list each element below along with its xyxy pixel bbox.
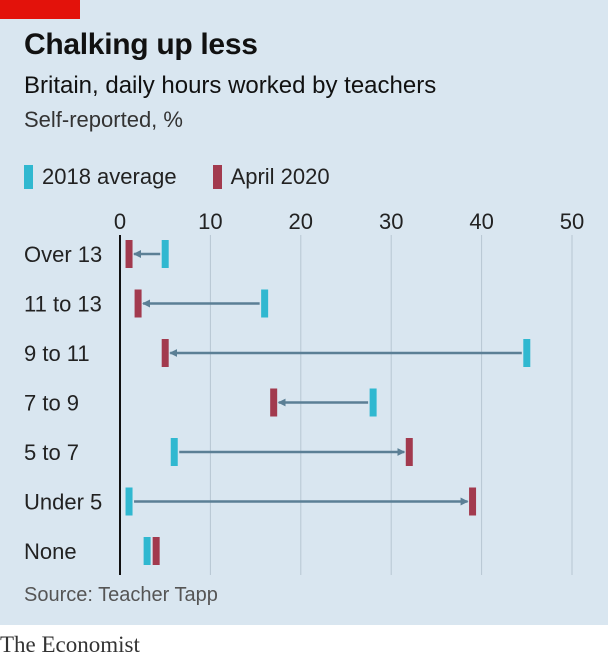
source-note: Source: Teacher Tapp bbox=[24, 584, 218, 606]
category-label-under-5: Under 5 bbox=[24, 490, 102, 515]
legend-item-2020: April 2020 bbox=[212, 164, 330, 190]
marker-2020-over-13 bbox=[125, 240, 133, 268]
legend-swatch-2018 bbox=[24, 165, 33, 189]
marker-2020-5-to-7 bbox=[405, 438, 413, 466]
marker-2020-none bbox=[152, 537, 160, 565]
x-tick-label-30: 30 bbox=[379, 209, 403, 234]
x-tick-label-50: 50 bbox=[560, 209, 584, 234]
legend-label-2018: 2018 average bbox=[42, 164, 177, 189]
chart-title: Chalking up less bbox=[24, 28, 258, 61]
category-label-over-13: Over 13 bbox=[24, 242, 102, 267]
unit-note: Self-reported, % bbox=[24, 107, 183, 132]
marker-2018-11-to-13 bbox=[261, 289, 269, 318]
x-tick-label-40: 40 bbox=[469, 209, 493, 234]
dumbbell-chart: 0 10 20 30 40 50 Over 13 11 to 13 9 to 11 7 to 9 5… bbox=[24, 209, 584, 575]
brand-logo: The Economist bbox=[0, 632, 140, 657]
marker-2020-7-to-9 bbox=[270, 388, 278, 417]
category-label-7-to-9: 7 to 9 bbox=[24, 391, 79, 416]
marker-2018-over-13 bbox=[161, 240, 169, 268]
legend-label-2020: April 2020 bbox=[230, 164, 330, 189]
chart-panel: Chalking up less Britain, daily hours wo… bbox=[0, 0, 608, 625]
marker-2020-11-to-13 bbox=[134, 289, 142, 318]
x-tick-label-20: 20 bbox=[289, 209, 313, 234]
legend-swatch-2020 bbox=[212, 165, 222, 189]
legend-item-2018: 2018 average bbox=[24, 164, 177, 190]
marker-2018-5-to-7 bbox=[170, 438, 178, 466]
marker-2020-under-5 bbox=[469, 487, 477, 516]
category-label-5-to-7: 5 to 7 bbox=[24, 440, 79, 465]
x-tick-label-0: 0 bbox=[114, 209, 126, 234]
x-tick-label-10: 10 bbox=[198, 209, 222, 234]
marker-2018-none bbox=[143, 537, 151, 565]
brand-red-tab bbox=[0, 0, 80, 19]
chart-subtitle: Britain, daily hours worked by teachers bbox=[24, 72, 437, 99]
category-label-9-to-11: 9 to 11 bbox=[24, 341, 90, 366]
marker-2020-9-to-11 bbox=[161, 339, 169, 367]
marker-2018-9-to-11 bbox=[523, 339, 531, 367]
marker-2018-7-to-9 bbox=[369, 388, 377, 417]
legend: 2018 average April 2020 bbox=[24, 164, 366, 190]
category-label-none: None bbox=[24, 539, 77, 564]
category-label-11-to-13: 11 to 13 bbox=[24, 292, 102, 317]
marker-2018-under-5 bbox=[125, 487, 133, 516]
